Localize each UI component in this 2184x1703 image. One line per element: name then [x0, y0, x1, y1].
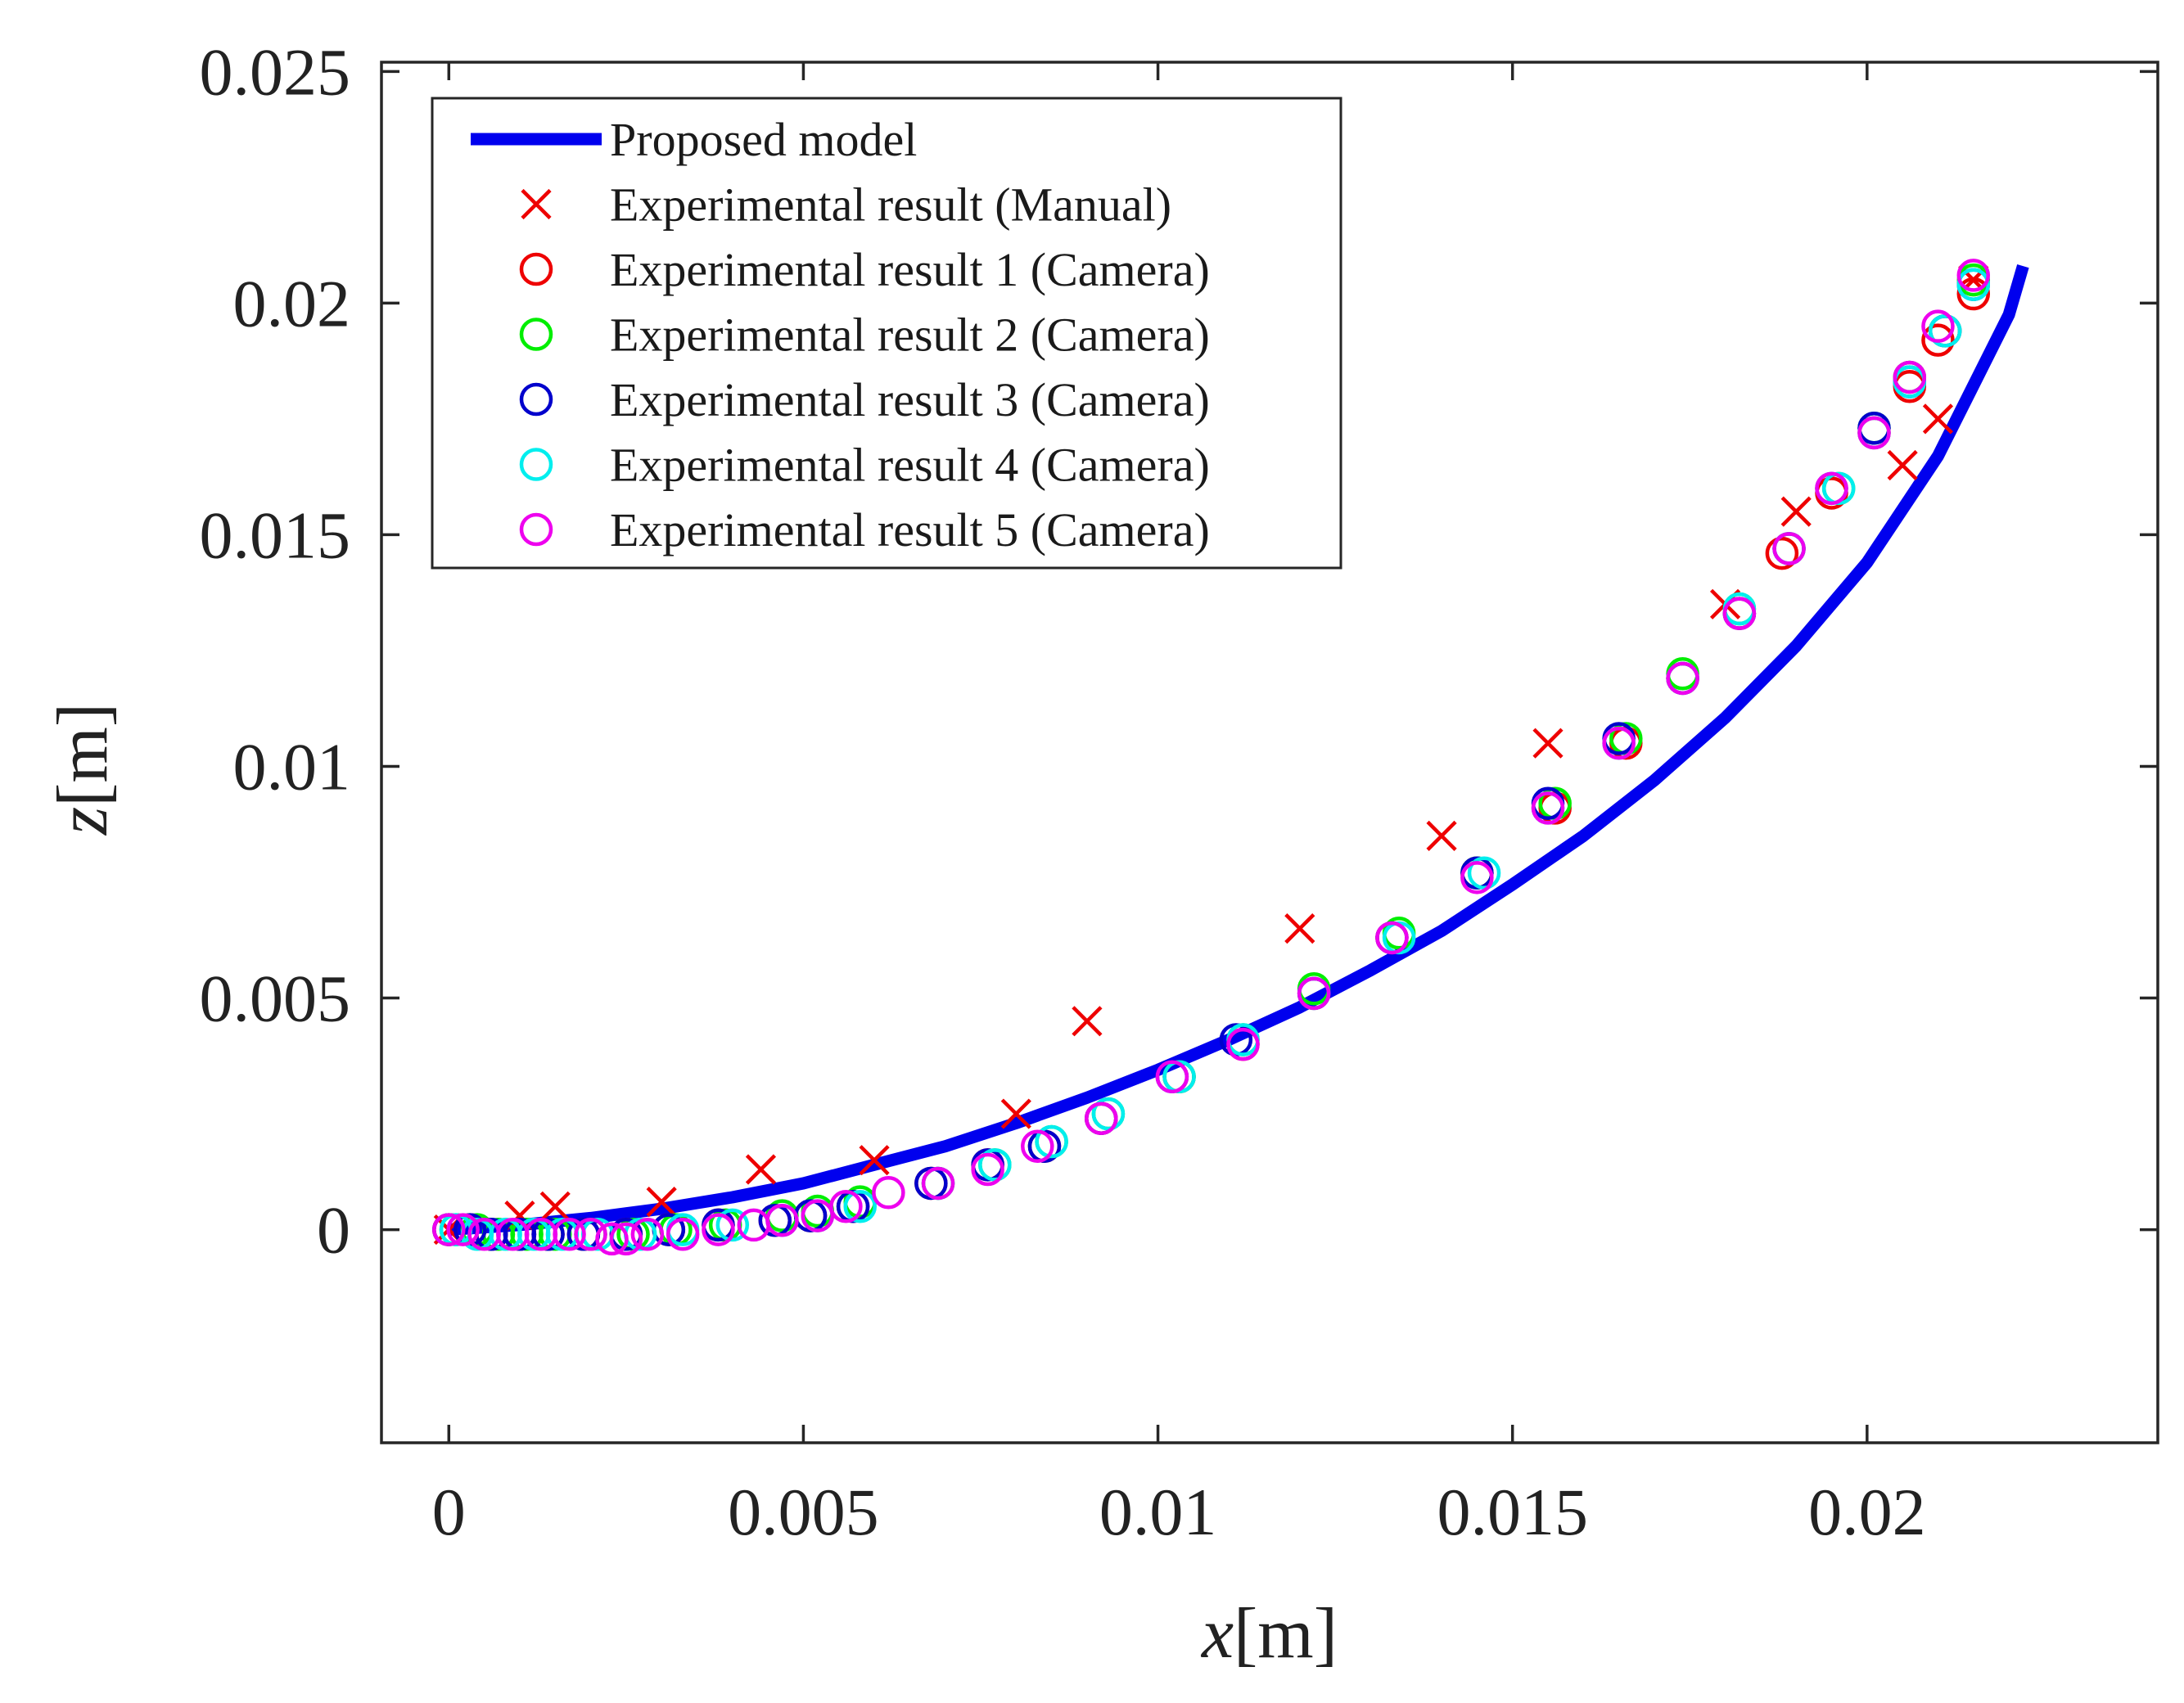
legend: Proposed model Experimental result (Manua…	[431, 97, 1342, 570]
data-point-circle	[829, 1190, 863, 1223]
x-tick-label: 0.02	[1808, 1475, 1926, 1549]
data-point-circle	[1091, 1097, 1126, 1131]
data-point-circle	[519, 512, 553, 547]
data-point-circle	[574, 1218, 607, 1251]
ticks-layer: 0 0.005 0.01 0.015 0.02 0 0.005 0.01 0.015 0.02 0.…	[200, 34, 2158, 1549]
data-point-x	[745, 1154, 777, 1185]
data-point-x	[1780, 496, 1812, 527]
data-point-x	[1284, 913, 1315, 944]
series-6	[432, 259, 1991, 1256]
y-tick-label: 0.015	[200, 498, 351, 572]
legend-item: Experimental result 5 (Camera)	[519, 503, 1210, 556]
data-point-x	[1072, 1006, 1103, 1037]
data-point-circle	[843, 1190, 877, 1223]
data-point-circle	[1035, 1124, 1068, 1159]
data-point-x	[1000, 1098, 1031, 1129]
data-point-circle	[1722, 597, 1757, 630]
data-point-x	[646, 1187, 677, 1218]
data-point-circle	[1772, 532, 1806, 565]
data-point-x	[1532, 728, 1564, 759]
data-point-circle	[519, 382, 553, 417]
data-point-circle	[1893, 360, 1927, 394]
data-point-circle	[553, 1218, 586, 1251]
data-point-circle	[1226, 1027, 1260, 1061]
legend-item: Proposed model	[471, 113, 917, 166]
data-point-circle	[1602, 726, 1636, 760]
data-point-circle	[1921, 323, 1955, 357]
legend-label: Proposed model	[610, 113, 917, 166]
y-tick-label: 0.025	[200, 34, 351, 109]
legend-item: Experimental result 3 (Camera)	[519, 373, 1210, 426]
data-point-circle	[1921, 309, 1955, 343]
data-point-circle	[446, 1213, 480, 1246]
data-point-circle	[519, 318, 553, 351]
data-point-circle	[1928, 314, 1962, 348]
y-axis-title: z[m]	[43, 703, 123, 836]
data-point-circle	[1956, 259, 1991, 292]
legend-label: Experimental result 3 (Camera)	[610, 373, 1210, 426]
legend-label: Experimental result 1 (Camera)	[610, 243, 1210, 296]
axes-frame	[380, 61, 2159, 1444]
data-point-circle	[1375, 921, 1409, 955]
y-tick-label: 0.02	[233, 266, 351, 340]
legend-label: Experimental result (Manual)	[610, 178, 1171, 232]
data-point-x	[521, 188, 552, 220]
data-point-circle	[630, 1218, 665, 1251]
legend-item: Experimental result 4 (Camera)	[519, 439, 1210, 492]
data-point-circle	[1666, 661, 1699, 696]
data-point-x	[539, 1191, 571, 1222]
data-point-circle	[1815, 471, 1848, 506]
y-tick-label: 0.005	[200, 962, 351, 1036]
model-curve	[448, 264, 2029, 1237]
data-point-circle	[432, 1213, 466, 1246]
data-point-x	[859, 1145, 890, 1176]
data-point-circle	[765, 1204, 799, 1237]
data-point-circle	[715, 1208, 750, 1242]
series-0	[448, 264, 2029, 1237]
data-point-circle	[921, 1166, 955, 1201]
legend-label: Experimental result 5 (Camera)	[610, 503, 1210, 556]
legend-item: Experimental result 1 (Camera)	[519, 243, 1210, 296]
data-point-circle	[971, 1152, 1004, 1187]
data-point-circle	[1531, 791, 1565, 825]
legend-item: Experimental result 2 (Camera)	[519, 309, 1210, 362]
data-point-circle	[1155, 1060, 1189, 1094]
x-tick-label: 0.015	[1437, 1475, 1588, 1549]
data-point-circle	[609, 1222, 643, 1256]
data-point-circle	[1467, 856, 1501, 890]
data-point-circle	[1857, 416, 1891, 450]
data-point-circle	[1085, 1102, 1118, 1135]
legend-label: Experimental result 2 (Camera)	[610, 309, 1210, 362]
series-layer	[432, 259, 2029, 1256]
data-point-x	[1426, 820, 1457, 851]
data-point-circle	[666, 1218, 700, 1251]
data-point-circle	[1956, 268, 1991, 301]
data-point-circle	[1956, 277, 1991, 311]
data-point-circle	[702, 1213, 735, 1246]
data-point-circle	[1297, 976, 1331, 1011]
x-tick-label: 0.01	[1099, 1475, 1217, 1549]
legend-label: Experimental result 4 (Camera)	[610, 439, 1210, 492]
data-point-circle	[872, 1176, 905, 1210]
y-tick-label: 0.01	[233, 729, 351, 804]
legend-box	[431, 97, 1342, 570]
x-tick-label: 0	[432, 1475, 466, 1549]
data-point-circle	[519, 448, 553, 481]
data-point-circle	[1765, 536, 1799, 570]
legend-item: Experimental result (Manual)	[521, 178, 1171, 232]
data-point-circle	[978, 1148, 1012, 1182]
data-point-x	[1922, 403, 1954, 435]
data-point-x	[1887, 449, 1918, 481]
y-tick-label: 0	[317, 1193, 350, 1268]
data-point-circle	[1021, 1129, 1054, 1163]
data-point-circle	[519, 252, 553, 286]
x-tick-label: 0.005	[728, 1475, 879, 1549]
x-axis-title: x[m]	[1200, 1594, 1338, 1674]
data-point-circle	[1460, 861, 1494, 894]
data-point-circle	[595, 1222, 629, 1256]
